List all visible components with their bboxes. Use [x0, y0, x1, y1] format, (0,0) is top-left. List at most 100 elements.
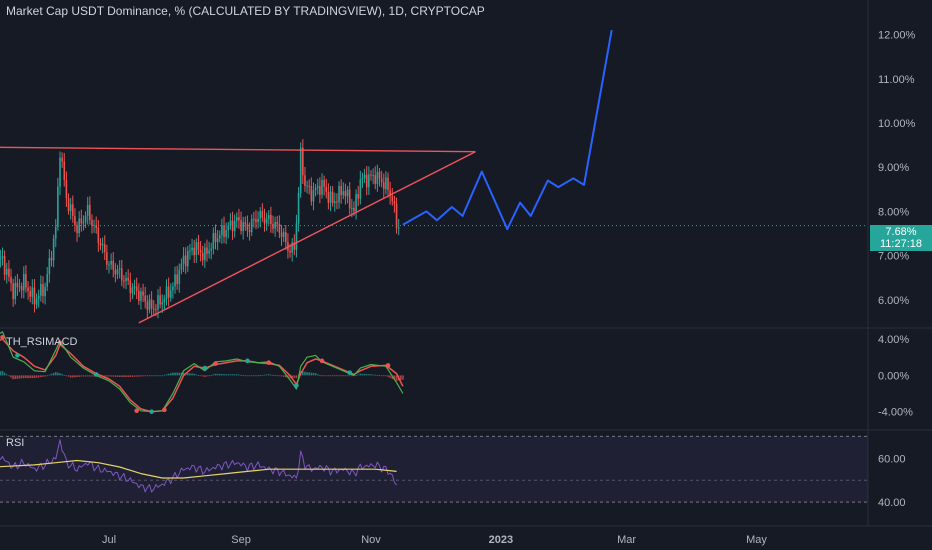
time-axis-tick: May — [746, 534, 767, 546]
macd-histogram-bar — [248, 375, 251, 377]
candle-body — [389, 190, 391, 197]
candle-body — [231, 220, 234, 232]
candle-body — [274, 222, 276, 229]
macd-cross-dot — [213, 361, 218, 366]
macd-indicator-label[interactable]: TH_RSIMACD — [6, 336, 78, 348]
macd-histogram-bar — [359, 373, 362, 376]
candle-body — [208, 250, 210, 254]
macd-histogram-bar — [363, 373, 366, 376]
candle-body — [59, 157, 61, 187]
candle-body — [74, 215, 76, 226]
candle-body — [29, 290, 31, 297]
candle-body — [8, 268, 10, 277]
macd-histogram-bar — [1, 371, 4, 376]
macd-histogram-bar — [333, 375, 336, 377]
time-axis-tick: 2023 — [489, 534, 513, 546]
candle-body — [33, 287, 36, 305]
candle-body — [365, 174, 368, 188]
bar-countdown: 11:27:18 — [879, 238, 922, 250]
candle-body — [233, 221, 236, 232]
macd-histogram-bar — [40, 375, 42, 378]
candle-body — [133, 286, 136, 288]
candle-body — [344, 191, 347, 197]
macd-histogram-bar — [118, 375, 121, 378]
candle-body — [165, 286, 168, 300]
macd-histogram-bar — [372, 374, 374, 376]
macd-histogram-bar — [306, 372, 308, 376]
macd-histogram-bar — [33, 375, 36, 379]
macd-histogram-bar — [338, 375, 340, 377]
candle-body — [306, 185, 308, 187]
macd-histogram-bar — [312, 372, 315, 376]
candle-body — [25, 273, 27, 288]
macd-histogram-bar — [157, 375, 159, 377]
candle-body — [338, 185, 340, 203]
macd-histogram-bar — [120, 375, 123, 378]
candle-body — [193, 247, 195, 256]
macd-histogram-bar — [336, 375, 338, 377]
macd-histogram-bar — [218, 373, 221, 376]
macd-histogram-bar — [86, 375, 89, 377]
candle-body — [284, 232, 287, 243]
macd-histogram-bar — [400, 375, 402, 381]
candle-body — [18, 286, 21, 288]
macd-histogram-bar — [302, 371, 304, 376]
candle-body — [310, 186, 313, 202]
rsi-indicator-label[interactable]: RSI — [6, 437, 25, 449]
macd-histogram-bar — [174, 372, 176, 376]
candle-body — [242, 222, 244, 231]
macd-cross-dot — [93, 372, 99, 377]
macd-histogram-bar — [368, 374, 370, 376]
candle-body — [174, 274, 176, 287]
macd-histogram-bar — [214, 373, 217, 376]
macd-histogram-bar — [148, 375, 151, 377]
macd-histogram-bar — [280, 375, 283, 377]
macd-histogram-bar — [180, 372, 183, 376]
macd-cross-dot — [134, 408, 139, 414]
candle-body — [144, 295, 147, 302]
macd-cross-dot — [319, 358, 325, 364]
macd-histogram-bar — [37, 375, 40, 378]
macd-cross-dot — [245, 358, 250, 364]
candle-body — [272, 224, 274, 229]
candle-body — [131, 287, 134, 294]
macd-histogram-bar — [238, 374, 240, 376]
macd-histogram-bar — [110, 375, 112, 377]
macd-histogram-bar — [204, 375, 206, 378]
macd-histogram-bar — [395, 375, 398, 381]
macd-histogram-bar — [152, 375, 155, 377]
macd-histogram-bar — [274, 375, 276, 377]
macd-histogram-bar — [325, 375, 328, 377]
candle-body — [244, 222, 247, 225]
candle-body — [370, 174, 372, 176]
candle-body — [325, 186, 328, 192]
candle-body — [138, 290, 140, 301]
macd-histogram-bar — [382, 375, 385, 377]
macd-histogram-bar — [357, 374, 360, 376]
candle-body — [65, 179, 68, 199]
macd-histogram-bar — [106, 375, 108, 377]
candle-body — [329, 191, 332, 203]
candle-body — [97, 228, 100, 243]
candle-body — [351, 207, 353, 209]
macd-histogram-bar — [74, 375, 76, 378]
macd-histogram-bar — [389, 375, 391, 378]
macd-histogram-bar — [348, 375, 351, 377]
macd-histogram-bar — [14, 375, 17, 379]
macd-histogram-bar — [210, 375, 213, 376]
candle-body — [385, 177, 387, 189]
candle-body — [10, 276, 12, 284]
candle-body — [112, 260, 115, 270]
rsi-band — [0, 436, 868, 503]
macd-cross-dot — [266, 360, 272, 365]
macd-cross-dot — [162, 407, 167, 413]
candle-body — [103, 244, 106, 253]
candle-body — [67, 198, 70, 211]
candle-body — [71, 204, 74, 216]
candle-body — [31, 287, 34, 297]
candle-body — [257, 218, 259, 223]
macd-histogram-bar — [50, 373, 53, 376]
candle-body — [163, 299, 166, 303]
